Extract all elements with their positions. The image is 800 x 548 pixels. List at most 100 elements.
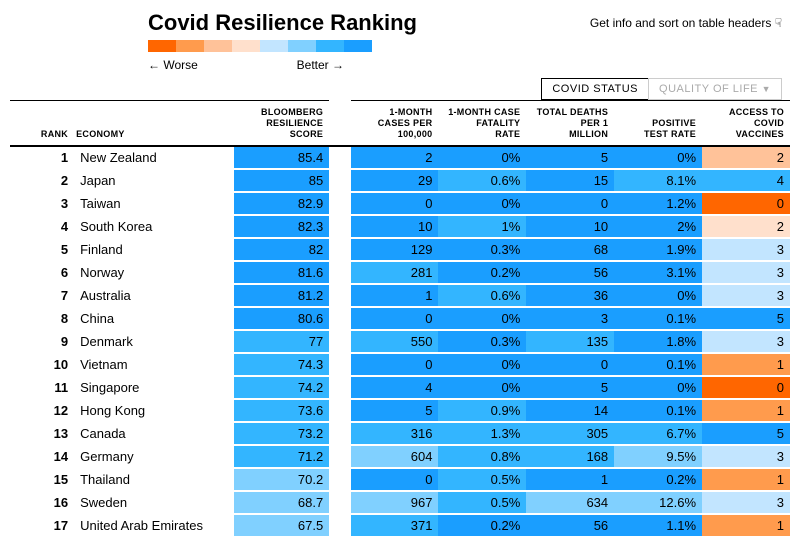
cell-spacer [329,146,350,169]
cell-rank: 9 [10,330,74,353]
tabs: COVID STATUS QUALITY OF LIFE ▼ [10,78,790,100]
cell-testrate: 3.1% [614,261,702,284]
cell-spacer [329,330,350,353]
cell-vaccines: 3 [702,261,790,284]
cell-economy: Australia [74,284,234,307]
cell-testrate: 1.9% [614,238,702,261]
cell-cases: 129 [351,238,439,261]
cell-rank: 2 [10,169,74,192]
cell-fatality: 0.3% [438,330,526,353]
cell-score: 73.2 [234,422,329,445]
cell-spacer [329,399,350,422]
cell-spacer [329,514,350,537]
cell-economy: Sweden [74,491,234,514]
cell-vaccines: 5 [702,307,790,330]
cell-deaths: 0 [526,353,614,376]
table-row: 6Norway81.62810.2%563.1%3 [10,261,790,284]
table-row: 4South Korea82.3101%102%2 [10,215,790,238]
cell-testrate: 1.1% [614,514,702,537]
legend-swatch [176,40,204,52]
legend-swatch [232,40,260,52]
col-deaths[interactable]: TOTAL DEATHS PER 1 MILLION [526,101,614,147]
legend-swatch [260,40,288,52]
cell-fatality: 1% [438,215,526,238]
cell-testrate: 1.8% [614,330,702,353]
tab-covid-status[interactable]: COVID STATUS [541,78,649,100]
cell-deaths: 135 [526,330,614,353]
cell-score: 68.7 [234,491,329,514]
cell-score: 82.9 [234,192,329,215]
cell-testrate: 0% [614,284,702,307]
table-row: 14Germany71.26040.8%1689.5%3 [10,445,790,468]
cell-score: 73.6 [234,399,329,422]
cell-testrate: 2% [614,215,702,238]
cell-deaths: 15 [526,169,614,192]
cell-spacer [329,284,350,307]
cell-economy: Canada [74,422,234,445]
cell-vaccines: 2 [702,215,790,238]
cell-deaths: 56 [526,514,614,537]
cell-economy: Vietnam [74,353,234,376]
cell-fatality: 0.3% [438,238,526,261]
col-spacer [329,101,350,147]
cell-testrate: 0.1% [614,399,702,422]
cell-testrate: 1.2% [614,192,702,215]
cell-economy: South Korea [74,215,234,238]
cell-testrate: 8.1% [614,169,702,192]
table-row: 7Australia81.210.6%360%3 [10,284,790,307]
legend-better: Better → [297,58,344,72]
cell-cases: 5 [351,399,439,422]
cell-cases: 281 [351,261,439,284]
cell-spacer [329,491,350,514]
ranking-table: RANK ECONOMY BLOOMBERG RESILIENCE SCORE … [10,100,790,538]
cell-testrate: 0% [614,376,702,399]
cell-score: 82.3 [234,215,329,238]
cell-vaccines: 1 [702,468,790,491]
cell-economy: Hong Kong [74,399,234,422]
cell-cases: 550 [351,330,439,353]
legend-swatch [316,40,344,52]
cell-spacer [329,169,350,192]
cell-spacer [329,238,350,261]
cell-economy: United Arab Emirates [74,514,234,537]
cell-score: 85.4 [234,146,329,169]
legend-labels: ← Worse Better → [148,58,344,72]
col-testrate[interactable]: POSITIVE TEST RATE [614,101,702,147]
legend-swatch [344,40,372,52]
cell-rank: 1 [10,146,74,169]
cell-deaths: 36 [526,284,614,307]
cell-testrate: 0.2% [614,468,702,491]
cell-score: 82 [234,238,329,261]
cell-rank: 10 [10,353,74,376]
cell-vaccines: 3 [702,238,790,261]
cell-testrate: 9.5% [614,445,702,468]
cell-spacer [329,353,350,376]
table-row: 2Japan85290.6%158.1%4 [10,169,790,192]
table-row: 11Singapore74.240%50%0 [10,376,790,399]
cell-rank: 7 [10,284,74,307]
col-vaccines[interactable]: ACCESS TO COVID VACCINES [702,101,790,147]
cell-vaccines: 2 [702,146,790,169]
cell-rank: 15 [10,468,74,491]
col-score[interactable]: BLOOMBERG RESILIENCE SCORE [234,101,329,147]
table-row: 10Vietnam74.300%00.1%1 [10,353,790,376]
cell-spacer [329,422,350,445]
cell-vaccines: 5 [702,422,790,445]
cell-economy: Singapore [74,376,234,399]
col-economy[interactable]: ECONOMY [74,101,234,147]
tab-quality-of-life[interactable]: QUALITY OF LIFE ▼ [648,78,782,100]
cell-vaccines: 1 [702,353,790,376]
cell-fatality: 0% [438,353,526,376]
cell-rank: 11 [10,376,74,399]
cell-testrate: 0.1% [614,353,702,376]
cell-fatality: 0.2% [438,261,526,284]
info-hint: Get info and sort on table headers ☟ [590,10,782,30]
col-cases[interactable]: 1-MONTH CASES PER 100,000 [351,101,439,147]
cell-fatality: 0.6% [438,169,526,192]
cell-fatality: 1.3% [438,422,526,445]
cell-spacer [329,445,350,468]
cell-fatality: 0.9% [438,399,526,422]
col-fatality[interactable]: 1-MONTH CASE FATALITY RATE [438,101,526,147]
cell-rank: 17 [10,514,74,537]
col-rank[interactable]: RANK [10,101,74,147]
